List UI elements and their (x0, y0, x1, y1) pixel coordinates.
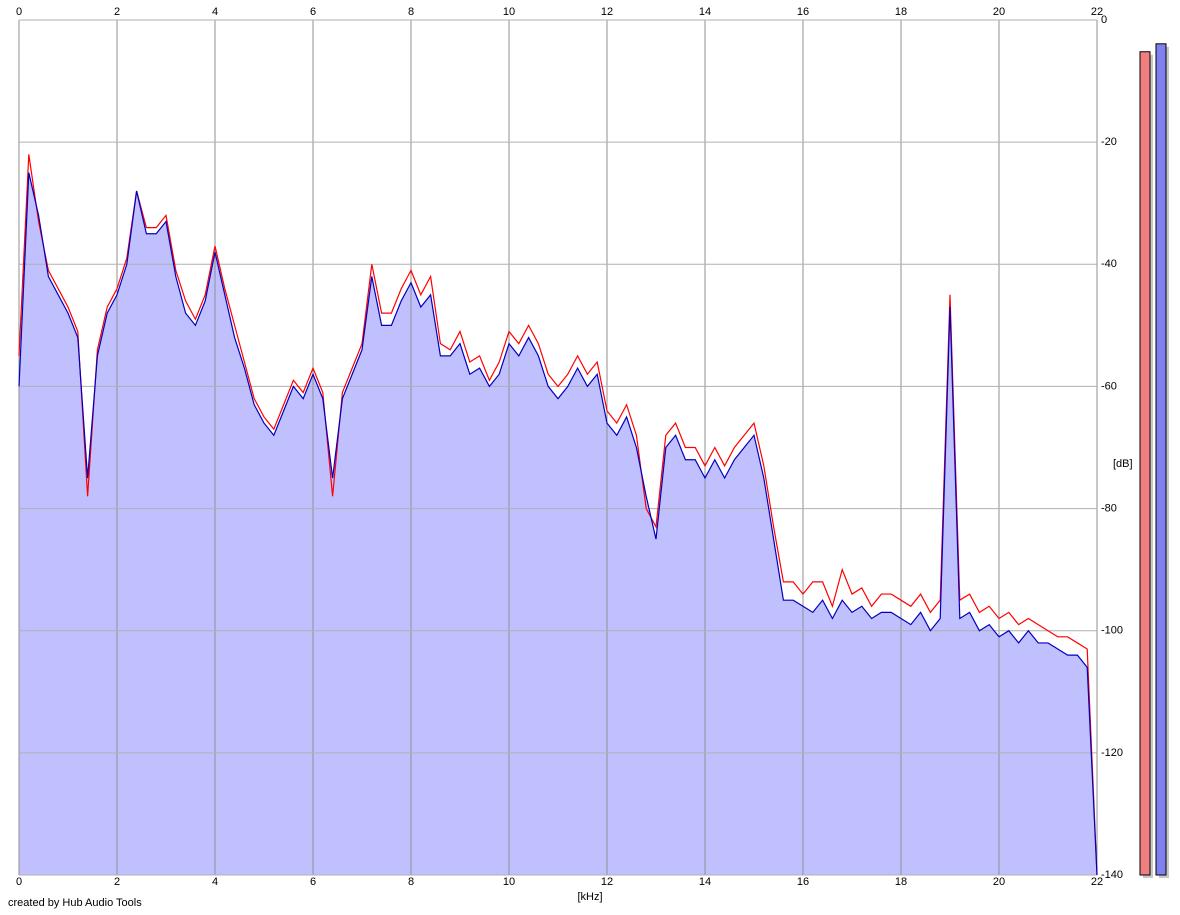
x-tick-label-top: 8 (408, 6, 414, 18)
x-tick-label: 8 (408, 876, 414, 888)
x-tick-label: 22 (1091, 876, 1103, 888)
level-meter (1139, 51, 1151, 876)
spectrum-line (18, 154, 1098, 876)
x-tick-label-top: 12 (601, 6, 613, 18)
footer: created by Hub Audio Tools (8, 897, 142, 909)
x-axis-label: [kHz] (577, 891, 602, 903)
x-tick-label-top: 0 (16, 6, 22, 18)
x-tick-label-top: 20 (993, 6, 1005, 18)
x-tick-label: 2 (114, 876, 120, 888)
x-tick-label: 18 (895, 876, 907, 888)
x-tick-label: 0 (16, 876, 22, 888)
x-tick-label: 20 (993, 876, 1005, 888)
y-tick-label: -80 (1101, 502, 1117, 514)
y-tick-label: -120 (1101, 747, 1123, 759)
y-tick-label: -60 (1101, 380, 1117, 392)
x-tick-label: 10 (503, 876, 515, 888)
y-tick-label: -40 (1101, 258, 1117, 270)
y-tick-label: -20 (1101, 136, 1117, 148)
x-tick-label: 12 (601, 876, 613, 888)
y-tick-label: 0 (1101, 14, 1107, 26)
x-tick-label-top: 16 (797, 6, 809, 18)
x-tick-label-top: 4 (212, 6, 218, 18)
x-tick-label: 14 (699, 876, 711, 888)
y-tick-label: -100 (1101, 625, 1123, 637)
plot (18, 19, 1098, 876)
x-tick-label-top: 2 (114, 6, 120, 18)
spectrum-line (18, 172, 1098, 876)
spectrum-area (19, 172, 1097, 875)
x-tick-label-top: 6 (310, 6, 316, 18)
x-tick-label-top: 18 (895, 6, 907, 18)
level-meter (1155, 43, 1167, 876)
x-tick-label-top: 10 (503, 6, 515, 18)
x-tick-label: 4 (212, 876, 218, 888)
x-tick-label: 16 (797, 876, 809, 888)
x-tick-label-top: 14 (699, 6, 711, 18)
y-tick-label: -140 (1101, 869, 1123, 881)
x-tick-label: 6 (310, 876, 316, 888)
y-axis-label: [dB] (1113, 458, 1133, 470)
x-tick-label-top: 22 (1091, 6, 1103, 18)
